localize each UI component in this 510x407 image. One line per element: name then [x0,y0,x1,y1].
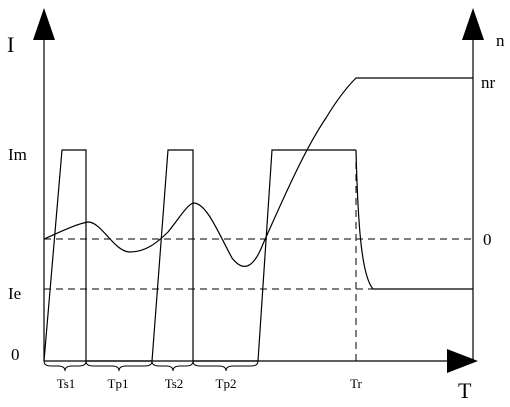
origin-label: 0 [11,345,20,364]
interval-braces [43,360,259,372]
left-axis-label: I [7,32,14,57]
right-axis-label: n [496,31,505,50]
brace-tp2 [192,360,259,372]
interval-label-ts2: Ts2 [165,376,184,391]
interval-label-ts1: Ts1 [57,376,76,391]
tr-label: Tr [350,376,362,391]
brace-ts1 [43,360,87,372]
right-axis-arrow-icon [462,8,484,40]
left-axis-arrow-icon [33,8,55,40]
interval-label-tp2: Tp2 [216,376,237,391]
current-decay-curve [355,149,473,290]
im-label: Im [8,145,27,164]
x-axis-label: T [458,378,472,402]
right-zero-label: 0 [483,230,492,249]
x-axis-arrow-icon [447,349,478,373]
ie-label: Ie [8,284,21,303]
brace-ts2 [151,360,194,372]
brace-tp1 [85,360,153,372]
interval-label-tp1: Tp1 [108,376,129,391]
speed-curve [43,77,473,267]
nr-label: nr [481,73,496,92]
current-waveform [43,149,356,362]
